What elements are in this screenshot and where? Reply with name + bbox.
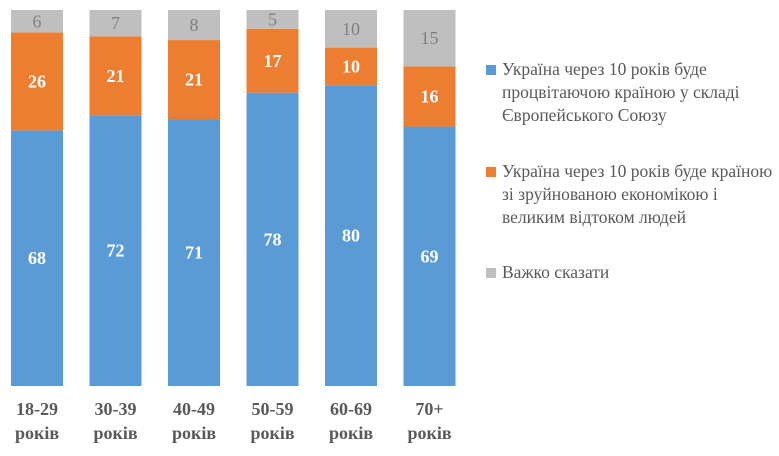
data-label: 5 (268, 9, 277, 29)
legend-label: Україна через 10 років буде процвітаючою… (502, 59, 740, 125)
bar-segment (403, 126, 456, 386)
data-label: 10 (342, 56, 360, 76)
data-label: 69 (421, 246, 439, 266)
bar-segment (89, 36, 142, 116)
data-label: 16 (421, 86, 439, 106)
data-label: 71 (185, 243, 203, 263)
data-label: 80 (342, 226, 360, 246)
bar-segment (168, 10, 220, 41)
data-label: 7 (111, 13, 120, 33)
x-tick-label: 30-39 (95, 399, 137, 419)
bar-segment (89, 10, 142, 37)
bar-segment (325, 10, 377, 48)
data-label: 8 (190, 15, 199, 35)
legend-item-prosperous: Україна через 10 років буде процвітаючою… (486, 58, 776, 127)
bar-segment (11, 130, 63, 386)
legend-swatch-orange (486, 167, 496, 177)
x-tick-label: років (15, 423, 59, 443)
x-tick-label: 18-29 (16, 399, 58, 419)
bar-segment (168, 40, 220, 120)
data-label: 21 (185, 70, 203, 90)
legend-label: Україна через 10 років буде країною зі з… (502, 161, 773, 227)
x-tick-label: років (172, 423, 216, 443)
data-label: 6 (33, 11, 42, 31)
data-label: 72 (107, 241, 125, 261)
legend-swatch-gray (486, 268, 496, 278)
x-tick-label: років (329, 423, 373, 443)
data-label: 26 (28, 71, 46, 91)
x-tick-label: 50-59 (252, 399, 294, 419)
x-tick-label: років (407, 423, 451, 443)
x-tick-label: 60-69 (330, 399, 372, 419)
legend-label: Важко сказати (502, 262, 610, 282)
data-label: 68 (28, 248, 46, 268)
x-tick-label: років (250, 423, 294, 443)
bar-segment (325, 47, 377, 86)
data-label: 15 (421, 28, 439, 48)
x-tick-label: 70+ (415, 399, 443, 419)
legend-item-ruined: Україна через 10 років буде країною зі з… (486, 160, 776, 229)
bar-segment (246, 10, 299, 29)
legend-swatch-blue (486, 65, 496, 75)
bar-segment (89, 115, 142, 386)
bar-segment (403, 66, 456, 127)
data-label: 10 (342, 19, 360, 39)
bar-segment (11, 32, 63, 131)
bar-segment (403, 10, 456, 67)
x-tick-label: 40-49 (173, 399, 215, 419)
bar-segment (325, 85, 377, 386)
bar-segment (246, 28, 299, 93)
bar-segment (246, 92, 299, 386)
bar-segment (11, 10, 63, 33)
legend-item-hard-to-say: Важко сказати (486, 261, 776, 284)
data-label: 17 (264, 51, 282, 71)
data-label: 21 (107, 66, 125, 86)
x-tick-label: років (93, 423, 137, 443)
bar-segment (168, 119, 220, 386)
data-label: 78 (264, 229, 282, 249)
